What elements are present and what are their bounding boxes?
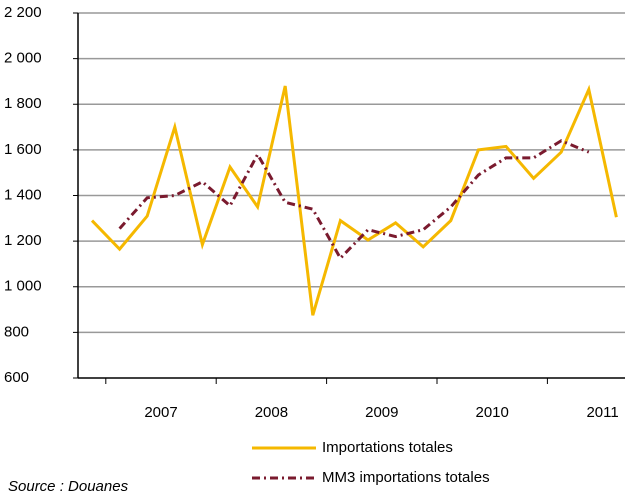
legend-label: Importations totales [322, 439, 453, 456]
x-tick-label: 2007 [144, 404, 177, 421]
y-tick-label: 2 200 [4, 4, 42, 21]
y-tick-label: 2 000 [4, 50, 42, 67]
x-tick-label: 2008 [255, 404, 288, 421]
source-note: Source : Douanes [8, 478, 129, 494]
y-tick-label: 1 200 [4, 232, 42, 249]
x-tick-label: 2010 [476, 404, 509, 421]
y-tick-label: 1 000 [4, 278, 42, 295]
y-tick-label: 1 600 [4, 141, 42, 158]
x-tick-label: 2009 [365, 404, 398, 421]
line-series [90, 84, 618, 316]
y-tick-label: 600 [4, 369, 29, 386]
legend-label: MM3 importations totales [322, 469, 490, 486]
line-series [118, 139, 590, 261]
y-tick-label: 800 [4, 323, 29, 340]
y-tick-label: 1 400 [4, 186, 42, 203]
y-tick-label: 1 800 [4, 95, 42, 112]
x-tick-label: 2011 [586, 404, 618, 421]
